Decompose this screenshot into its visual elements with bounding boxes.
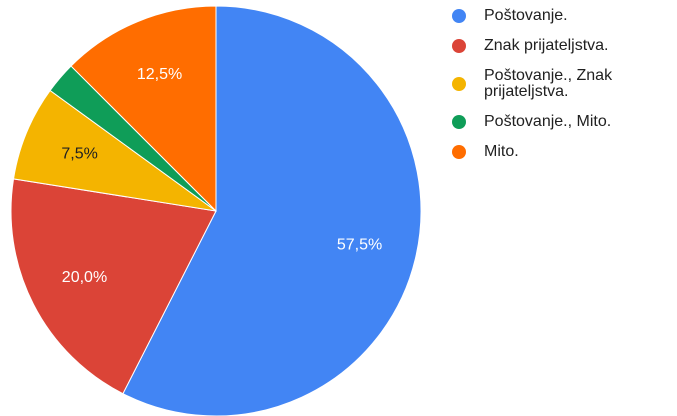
legend-swatch — [452, 39, 466, 53]
pie-chart: 57,5% 20,0% 7,5% 12,5% — [10, 5, 422, 416]
legend-label: Poštovanje., Znak prijateljstva. — [484, 67, 613, 100]
slice-label: 7,5% — [61, 146, 97, 163]
legend-item: Znak prijateljstva. — [452, 38, 652, 54]
legend-label: Poštovanje. — [484, 7, 568, 24]
legend-label: Poštovanje., Mito. — [484, 113, 612, 130]
slice-label: 20,0% — [62, 269, 107, 286]
legend-item: Mito. — [452, 144, 652, 160]
legend: Poštovanje. Znak prijateljstva. Poštovanje… — [452, 8, 652, 174]
pie-slice — [10, 178, 217, 395]
slice-label: 12,5% — [137, 66, 182, 83]
legend-label: Mito. — [484, 143, 519, 160]
legend-item: Poštovanje., Znak prijateljstva. — [452, 68, 652, 100]
pie-slice — [70, 5, 217, 213]
legend-swatch — [452, 145, 466, 159]
legend-swatch — [452, 9, 466, 23]
legend-item: Poštovanje., Mito. — [452, 114, 652, 130]
legend-item: Poštovanje. — [452, 8, 652, 24]
legend-swatch — [452, 115, 466, 129]
slice-label: 57,5% — [337, 237, 382, 254]
legend-swatch — [452, 77, 466, 91]
pie-slice — [12, 89, 217, 212]
legend-label: Znak prijateljstva. — [484, 37, 609, 54]
